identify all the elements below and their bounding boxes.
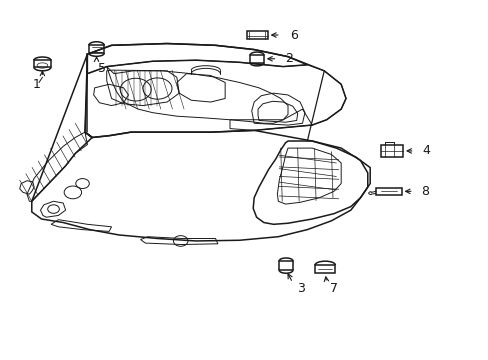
Text: 3: 3 — [296, 282, 304, 294]
Text: 5: 5 — [98, 62, 106, 75]
Text: 2: 2 — [284, 52, 292, 65]
Text: 7: 7 — [329, 282, 337, 295]
Text: 6: 6 — [290, 28, 298, 41]
Text: 1: 1 — [33, 78, 41, 91]
Text: 4: 4 — [422, 144, 429, 157]
Text: 8: 8 — [421, 185, 428, 198]
